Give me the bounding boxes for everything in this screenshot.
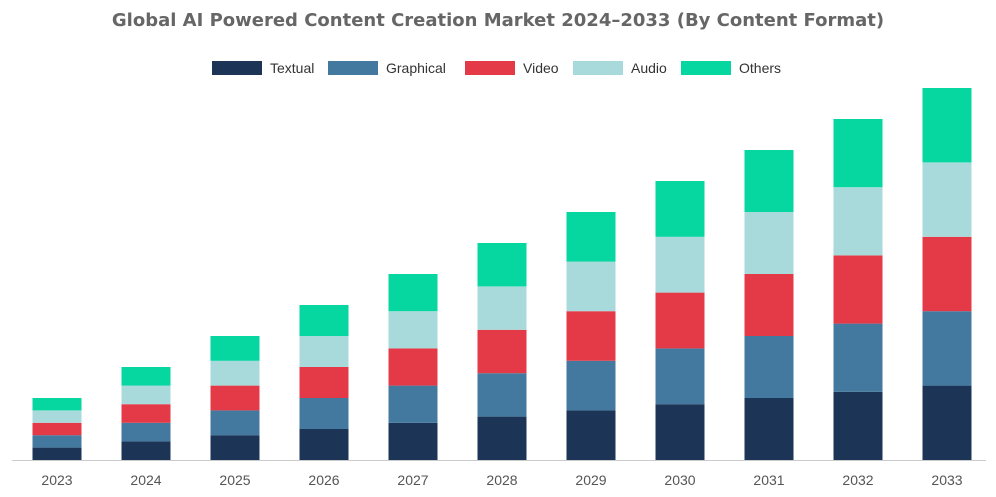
x-tick-label-2027: 2027 [397, 472, 428, 488]
bar-audio-2023 [32, 410, 82, 423]
bar-video-2025 [210, 385, 260, 411]
bar-audio-2033 [922, 162, 972, 237]
x-tick-label-2024: 2024 [130, 472, 161, 488]
x-tick-label-2028: 2028 [486, 472, 517, 488]
bar-others-2028 [477, 243, 527, 287]
legend: Textual Graphical Video Audio Others [0, 58, 996, 78]
bar-video-2028 [477, 329, 527, 374]
bar-others-2024 [121, 367, 171, 386]
legend-item-graphical: Graphical [328, 58, 446, 78]
legend-swatch-others [681, 61, 731, 75]
legend-label-textual: Textual [270, 60, 315, 76]
bar-textual-2030 [655, 404, 705, 460]
bar-audio-2031 [744, 212, 794, 274]
bar-textual-2031 [744, 398, 794, 460]
legend-label-video: Video [523, 60, 559, 76]
bar-textual-2032 [833, 391, 883, 460]
x-tick-label-2026: 2026 [308, 472, 339, 488]
bar-video-2027 [388, 348, 438, 386]
bar-graphical-2026 [299, 398, 349, 429]
bar-video-2023 [32, 422, 82, 436]
bar-textual-2026 [299, 429, 349, 460]
legend-label-audio: Audio [631, 60, 667, 76]
bar-graphical-2030 [655, 348, 705, 405]
x-tick-label-2030: 2030 [664, 472, 695, 488]
bar-video-2032 [833, 255, 883, 324]
x-tick-label-2033: 2033 [931, 472, 962, 488]
bar-audio-2026 [299, 336, 349, 367]
bar-graphical-2032 [833, 323, 883, 392]
bar-video-2031 [744, 274, 794, 336]
bar-video-2026 [299, 367, 349, 398]
bar-others-2033 [922, 88, 972, 163]
bar-others-2029 [566, 212, 616, 262]
legend-item-others: Others [681, 58, 781, 78]
bar-graphical-2024 [121, 422, 171, 442]
x-tick-label-2032: 2032 [842, 472, 873, 488]
bar-audio-2024 [121, 385, 171, 405]
legend-swatch-video [465, 61, 515, 75]
bar-textual-2027 [388, 422, 438, 460]
bar-others-2027 [388, 274, 438, 312]
legend-swatch-textual [212, 61, 262, 75]
bar-audio-2027 [388, 311, 438, 349]
bar-graphical-2031 [744, 336, 794, 398]
chart-title: Global AI Powered Content Creation Marke… [111, 10, 885, 31]
legend-swatch-graphical [328, 61, 378, 75]
x-tick-label-2025: 2025 [219, 472, 250, 488]
bar-textual-2023 [32, 447, 82, 460]
bar-video-2024 [121, 404, 171, 423]
bar-textual-2024 [121, 441, 171, 460]
x-tick-label-2023: 2023 [41, 472, 72, 488]
bar-textual-2029 [566, 410, 616, 460]
bar-graphical-2023 [32, 435, 82, 448]
bar-others-2026 [299, 305, 349, 336]
bar-video-2029 [566, 311, 616, 361]
bar-audio-2030 [655, 236, 705, 293]
bar-others-2023 [32, 398, 82, 411]
bar-others-2032 [833, 119, 883, 188]
bar-audio-2028 [477, 286, 527, 330]
x-tick-label-2029: 2029 [575, 472, 606, 488]
bar-graphical-2033 [922, 311, 972, 386]
legend-label-others: Others [739, 60, 782, 76]
legend-item-textual: Textual [212, 58, 314, 78]
bar-video-2033 [922, 236, 972, 312]
bar-others-2031 [744, 150, 794, 212]
bar-textual-2025 [210, 435, 260, 460]
bar-graphical-2025 [210, 410, 260, 436]
bar-graphical-2029 [566, 360, 616, 411]
x-tick-label-2031: 2031 [753, 472, 784, 488]
legend-item-audio: Audio [573, 58, 667, 78]
legend-item-video: Video [465, 58, 559, 78]
bar-audio-2029 [566, 261, 616, 312]
bar-textual-2028 [477, 416, 527, 460]
bar-audio-2032 [833, 187, 883, 256]
bar-graphical-2027 [388, 385, 438, 423]
bar-video-2030 [655, 292, 705, 349]
bar-others-2025 [210, 336, 260, 361]
bar-textual-2033 [922, 385, 972, 460]
bar-audio-2025 [210, 360, 260, 386]
bar-graphical-2028 [477, 373, 527, 417]
legend-swatch-audio [573, 61, 623, 75]
legend-label-graphical: Graphical [386, 60, 446, 76]
bar-others-2030 [655, 181, 705, 237]
